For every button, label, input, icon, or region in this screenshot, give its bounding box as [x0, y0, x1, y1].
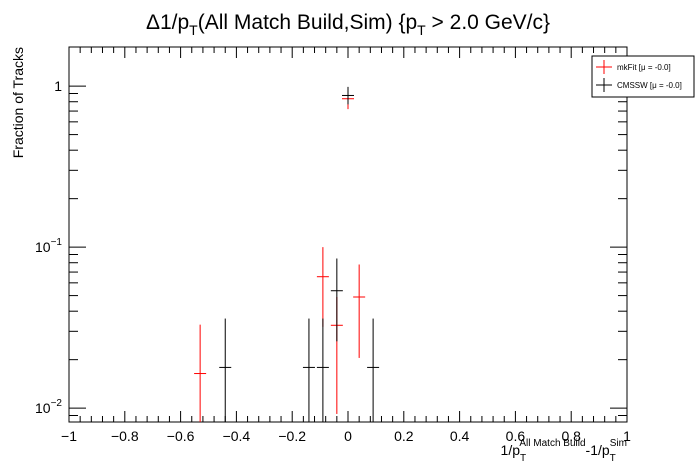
- data-point: [367, 318, 380, 422]
- legend: mkFit [μ = -0.0] CMSSW [μ = -0.0]: [591, 55, 695, 98]
- x-label-a-sub: T: [520, 453, 526, 464]
- x-axis-label: 1/pTAll Match Build-1/pTSim: [501, 438, 627, 464]
- x-tick-label: 0.6: [506, 428, 526, 444]
- legend-label: CMSSW [μ = -0.0]: [617, 81, 682, 90]
- data-point: [194, 324, 207, 422]
- x-label-b-sub: T: [610, 453, 616, 464]
- x-tick-label: 0.2: [394, 428, 414, 444]
- y-axis: 10−2 10−1 1: [35, 78, 627, 416]
- data-layer: [194, 86, 380, 422]
- title-main: Δ1/p: [146, 11, 189, 34]
- y-tick-label: 10−1: [35, 237, 62, 255]
- data-point: [353, 264, 366, 358]
- x-tick-label: 0.4: [450, 428, 470, 444]
- y-tick-label: 10−2: [35, 398, 62, 416]
- x-tick-label: −0.6: [167, 428, 195, 444]
- title-mid: (All Match Build,Sim) {p: [198, 11, 417, 34]
- title-tail: > 2.0 GeV/c}: [426, 11, 550, 34]
- x-label-a: 1/p: [501, 442, 521, 458]
- legend-label: mkFit [μ = -0.0]: [617, 63, 671, 72]
- x-label-a-sup: All Match Build: [519, 438, 585, 449]
- x-tick-label: −0.4: [223, 428, 251, 444]
- title-sub1: T: [189, 22, 198, 38]
- x-tick-label: −0.8: [111, 428, 139, 444]
- legend-entry: mkFit [μ = -0.0]: [596, 60, 671, 74]
- data-point: [330, 258, 343, 342]
- x-tick-label: −1: [61, 428, 77, 444]
- x-axis: −1 −0.8 −0.6 −0.4 −0.2 0 0.2 0.4 0.6 0.8 1: [61, 47, 631, 444]
- x-label-b-sup: Sim: [610, 438, 627, 449]
- data-point: [342, 86, 354, 105]
- x-tick-label: 0.8: [561, 428, 581, 444]
- x-tick-label: −0.2: [278, 428, 306, 444]
- legend-box: [591, 55, 695, 98]
- x-label-b: -1/p: [586, 442, 610, 458]
- series-mkfit: [194, 88, 366, 422]
- data-point: [316, 318, 329, 422]
- legend-entry: CMSSW [μ = -0.0]: [596, 78, 682, 92]
- data-point: [316, 247, 329, 327]
- title-sub2: T: [417, 22, 426, 38]
- series-cmssw: [219, 86, 380, 422]
- chart-title: Δ1/pT(All Match Build,Sim) {pT > 2.0 GeV…: [146, 11, 550, 38]
- data-point: [302, 318, 315, 422]
- y-tick-label: 1: [54, 78, 62, 94]
- x-tick-label: 0: [344, 428, 352, 444]
- x-tick-label: 1: [623, 428, 631, 444]
- y-axis-label: Fraction of Tracks: [10, 47, 26, 158]
- data-point: [219, 318, 232, 422]
